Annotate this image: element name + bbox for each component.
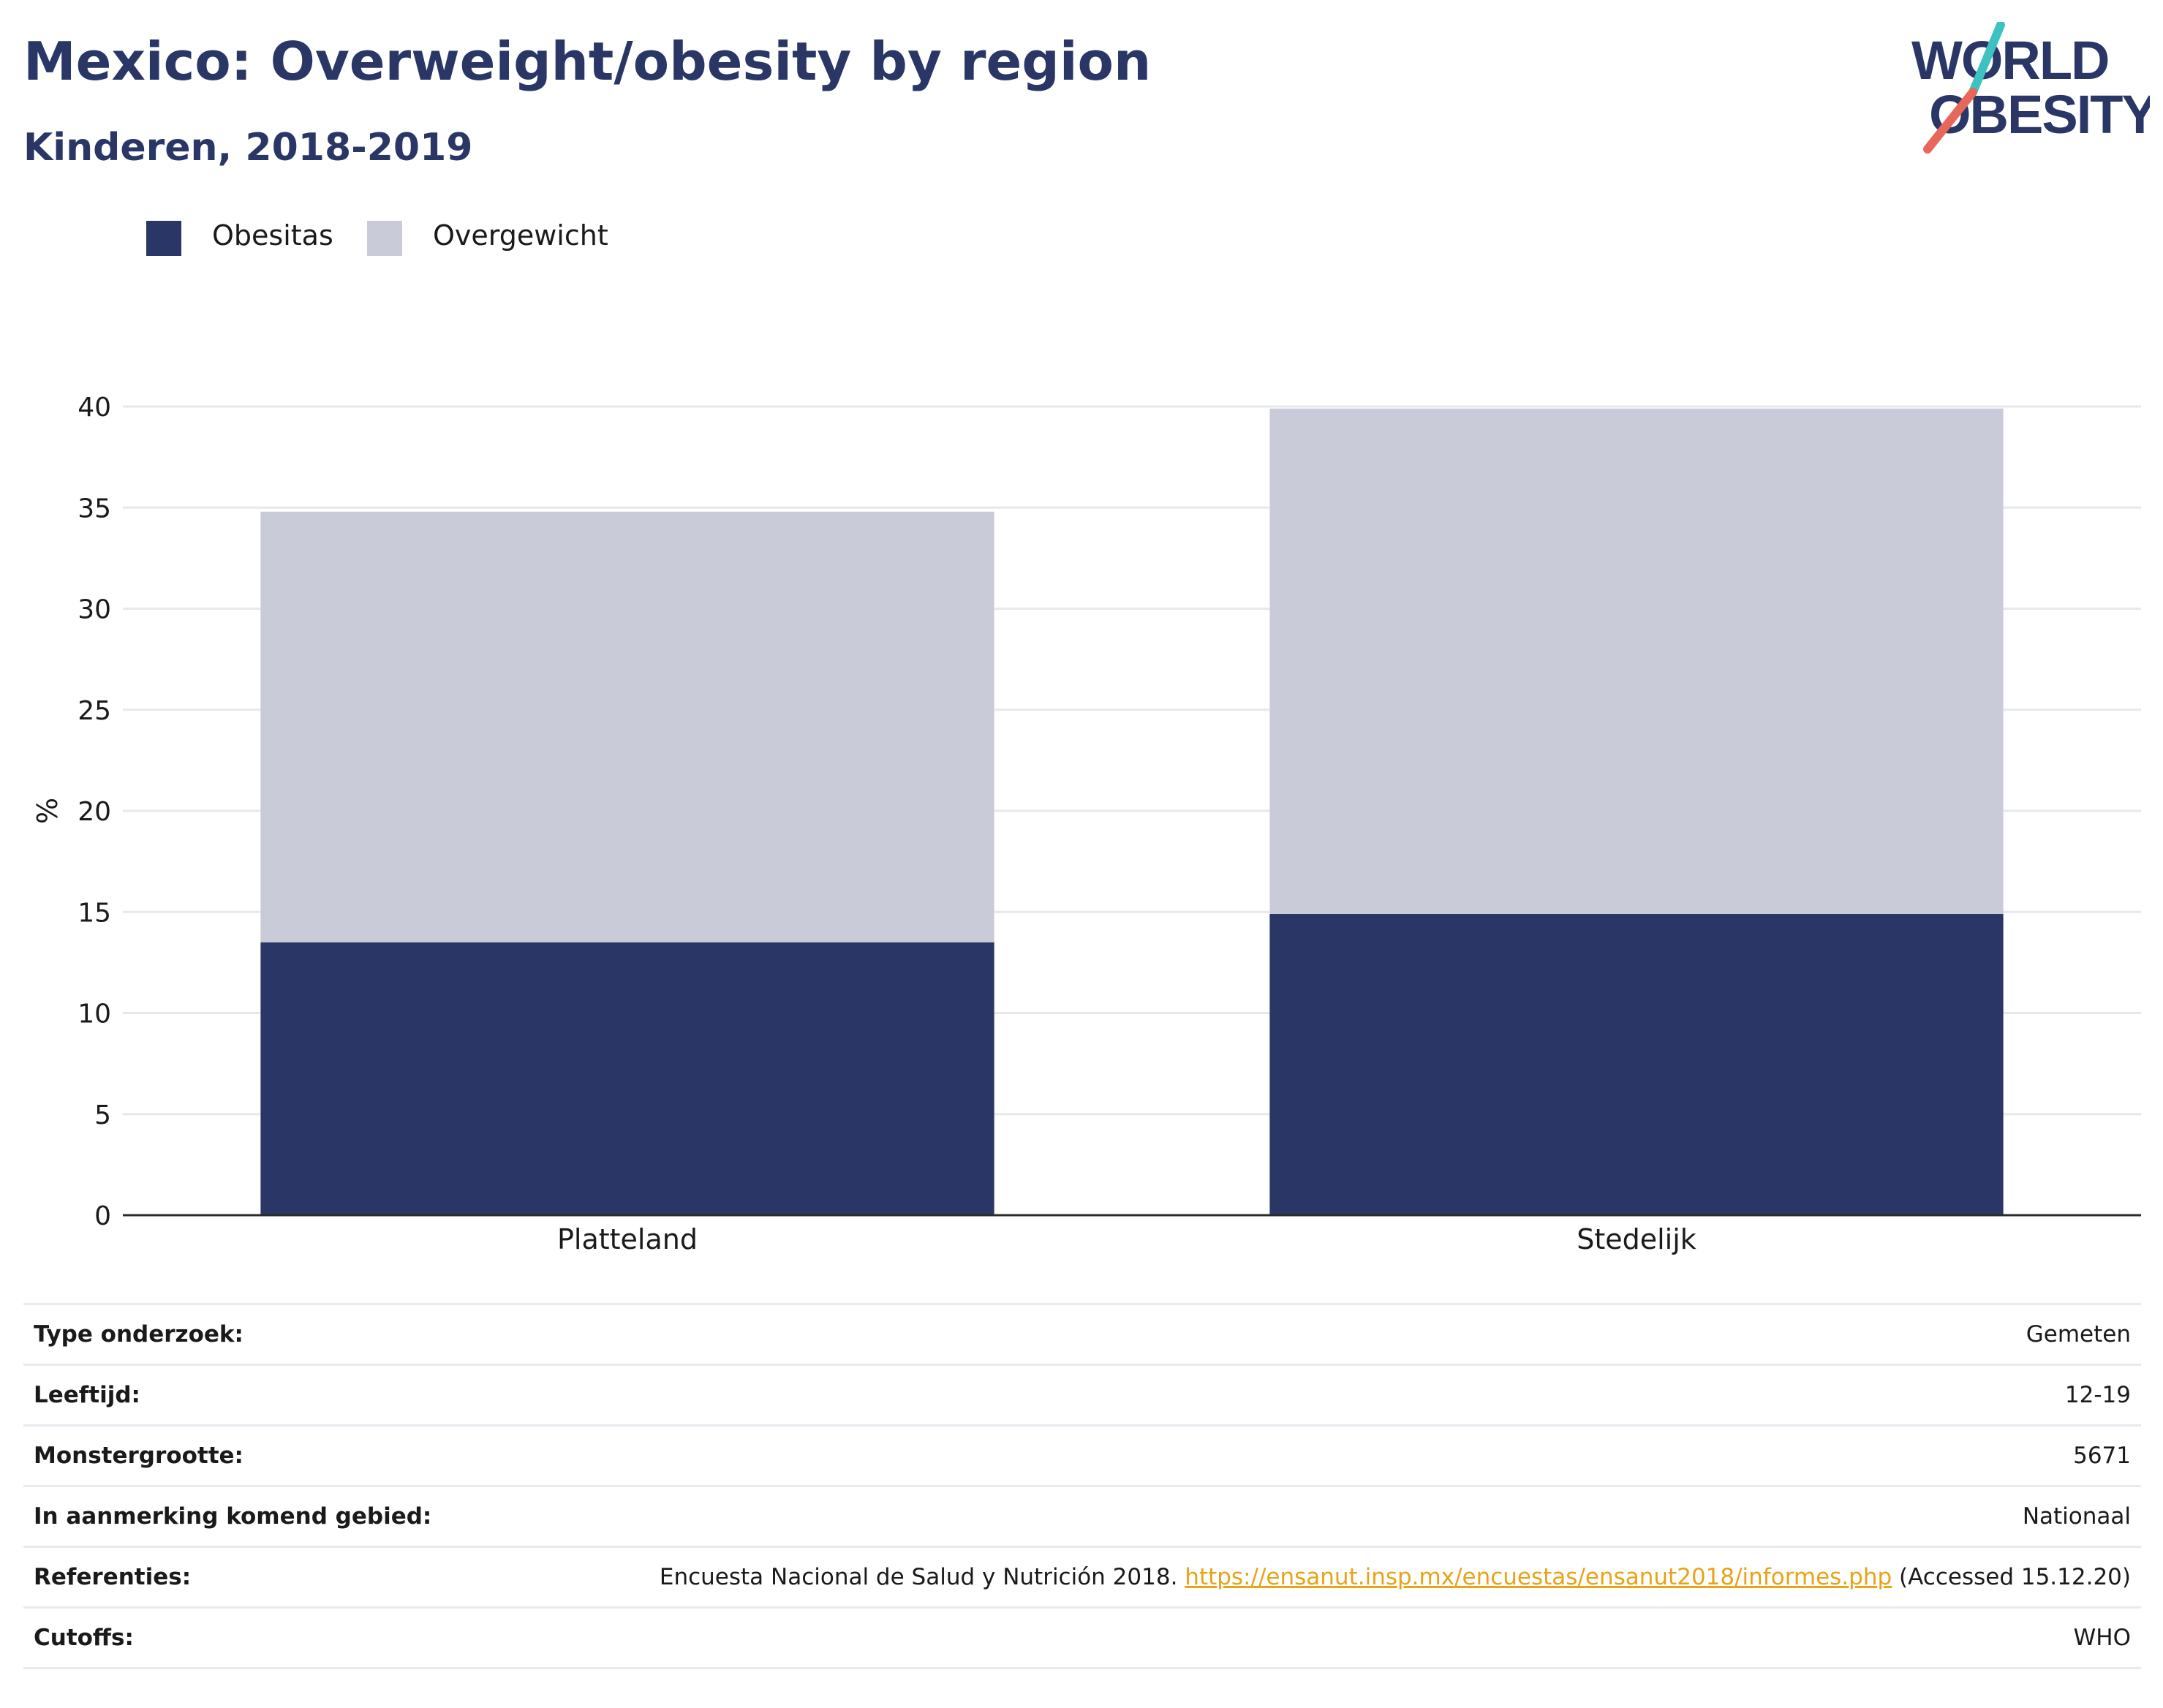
- info-value: 5671: [2073, 1443, 2131, 1469]
- logo-slash-teal: [1968, 22, 2005, 97]
- info-row-survey-type: Type onderzoek: Gemeten: [23, 1304, 2141, 1365]
- info-label: Cutoffs:: [34, 1625, 134, 1651]
- page-title: Mexico: Overweight/obesity by region: [23, 31, 1152, 92]
- y-tick-label: 40: [78, 393, 111, 423]
- info-label: Type onderzoek:: [34, 1321, 244, 1348]
- y-tick-label: 15: [78, 898, 111, 928]
- y-tick-label: 10: [78, 1000, 111, 1029]
- y-axis-title: %: [31, 798, 64, 824]
- y-tick-label: 30: [78, 595, 111, 625]
- y-tick-label: 0: [94, 1201, 111, 1231]
- reference-text: Encuesta Nacional de Salud y Nutrición 2…: [659, 1564, 1178, 1590]
- info-label: Leeftijd:: [34, 1382, 140, 1408]
- bar-overgewicht: [260, 511, 994, 942]
- info-label: In aanmerking komend gebied:: [34, 1503, 432, 1530]
- x-tick-label: Platteland: [557, 1223, 698, 1255]
- info-value: WHO: [2073, 1625, 2131, 1651]
- study-info-table: Type onderzoek: Gemeten Leeftijd: 12-19 …: [23, 1303, 2141, 1669]
- bar-chart: 0 5 10 15 20 25 30 35 40% Platteland Stedelijk: [31, 393, 2141, 1255]
- info-value: Nationaal: [2022, 1503, 2131, 1530]
- legend-label-overgewicht: Overgewicht: [433, 219, 608, 252]
- info-value: Gemeten: [2026, 1321, 2131, 1348]
- y-tick-label: 20: [78, 797, 111, 827]
- info-label: Monstergrootte:: [34, 1443, 244, 1469]
- bar-obesitas: [1269, 914, 2004, 1215]
- x-tick-label: Stedelijk: [1577, 1223, 1696, 1255]
- y-tick-label: 25: [78, 696, 111, 726]
- reference-accessed: (Accessed 15.12.20): [1899, 1564, 2131, 1590]
- reference-link[interactable]: https://ensanut.insp.mx/encuestas/ensanu…: [1185, 1564, 1892, 1590]
- page-subtitle: Kinderen, 2018-2019: [23, 126, 473, 170]
- y-tick-label: 5: [94, 1100, 111, 1130]
- logo-slash-red: [1923, 88, 1977, 154]
- info-row-cutoffs: Cutoffs: WHO: [23, 1607, 2141, 1669]
- info-row-age: Leeftijd: 12-19: [23, 1364, 2141, 1426]
- info-label: Referenties:: [34, 1564, 192, 1590]
- logo-word-obesity: OBESITY: [1929, 84, 2150, 145]
- info-row-sample-size: Monstergrootte: 5671: [23, 1425, 2141, 1486]
- world-obesity-logo: WORLD OBESITY: [1911, 22, 2150, 154]
- info-row-references: Referenties: Encuesta Nacional de Salud …: [23, 1546, 2141, 1608]
- info-value: 12-19: [2064, 1382, 2131, 1408]
- bar-obesitas: [260, 942, 994, 1215]
- legend-swatch-overgewicht: [367, 221, 402, 256]
- logo-word-world: WORLD: [1911, 30, 2109, 91]
- info-value: Encuesta Nacional de Salud y Nutrición 2…: [487, 1547, 2141, 1608]
- bar-overgewicht: [1269, 408, 2004, 915]
- y-tick-label: 35: [78, 494, 111, 524]
- legend-label-obesitas: Obesitas: [212, 219, 333, 252]
- info-row-area: In aanmerking komend gebied: Nationaal: [23, 1486, 2141, 1547]
- legend-swatch-obesitas: [146, 221, 181, 256]
